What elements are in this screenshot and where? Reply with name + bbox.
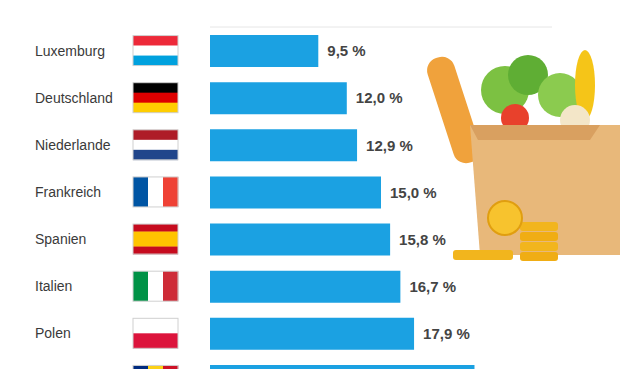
svg-text:17,9 %: 17,9 % bbox=[423, 325, 470, 342]
svg-text:Luxemburg: Luxemburg bbox=[35, 43, 105, 59]
svg-text:12,9 %: 12,9 % bbox=[366, 137, 413, 154]
svg-text:Frankreich: Frankreich bbox=[35, 184, 101, 200]
svg-text:16,7 %: 16,7 % bbox=[409, 278, 456, 295]
svg-text:Italien: Italien bbox=[35, 278, 72, 294]
svg-text:12,0 %: 12,0 % bbox=[356, 89, 403, 106]
svg-text:Deutschland: Deutschland bbox=[35, 90, 113, 106]
svg-text:Polen: Polen bbox=[35, 325, 71, 341]
svg-text:Spanien: Spanien bbox=[35, 231, 86, 247]
svg-text:15,8 %: 15,8 % bbox=[399, 231, 446, 248]
svg-text:9,5 %: 9,5 % bbox=[327, 42, 365, 59]
svg-text:Niederlande: Niederlande bbox=[35, 137, 111, 153]
svg-text:15,0 %: 15,0 % bbox=[390, 184, 437, 201]
